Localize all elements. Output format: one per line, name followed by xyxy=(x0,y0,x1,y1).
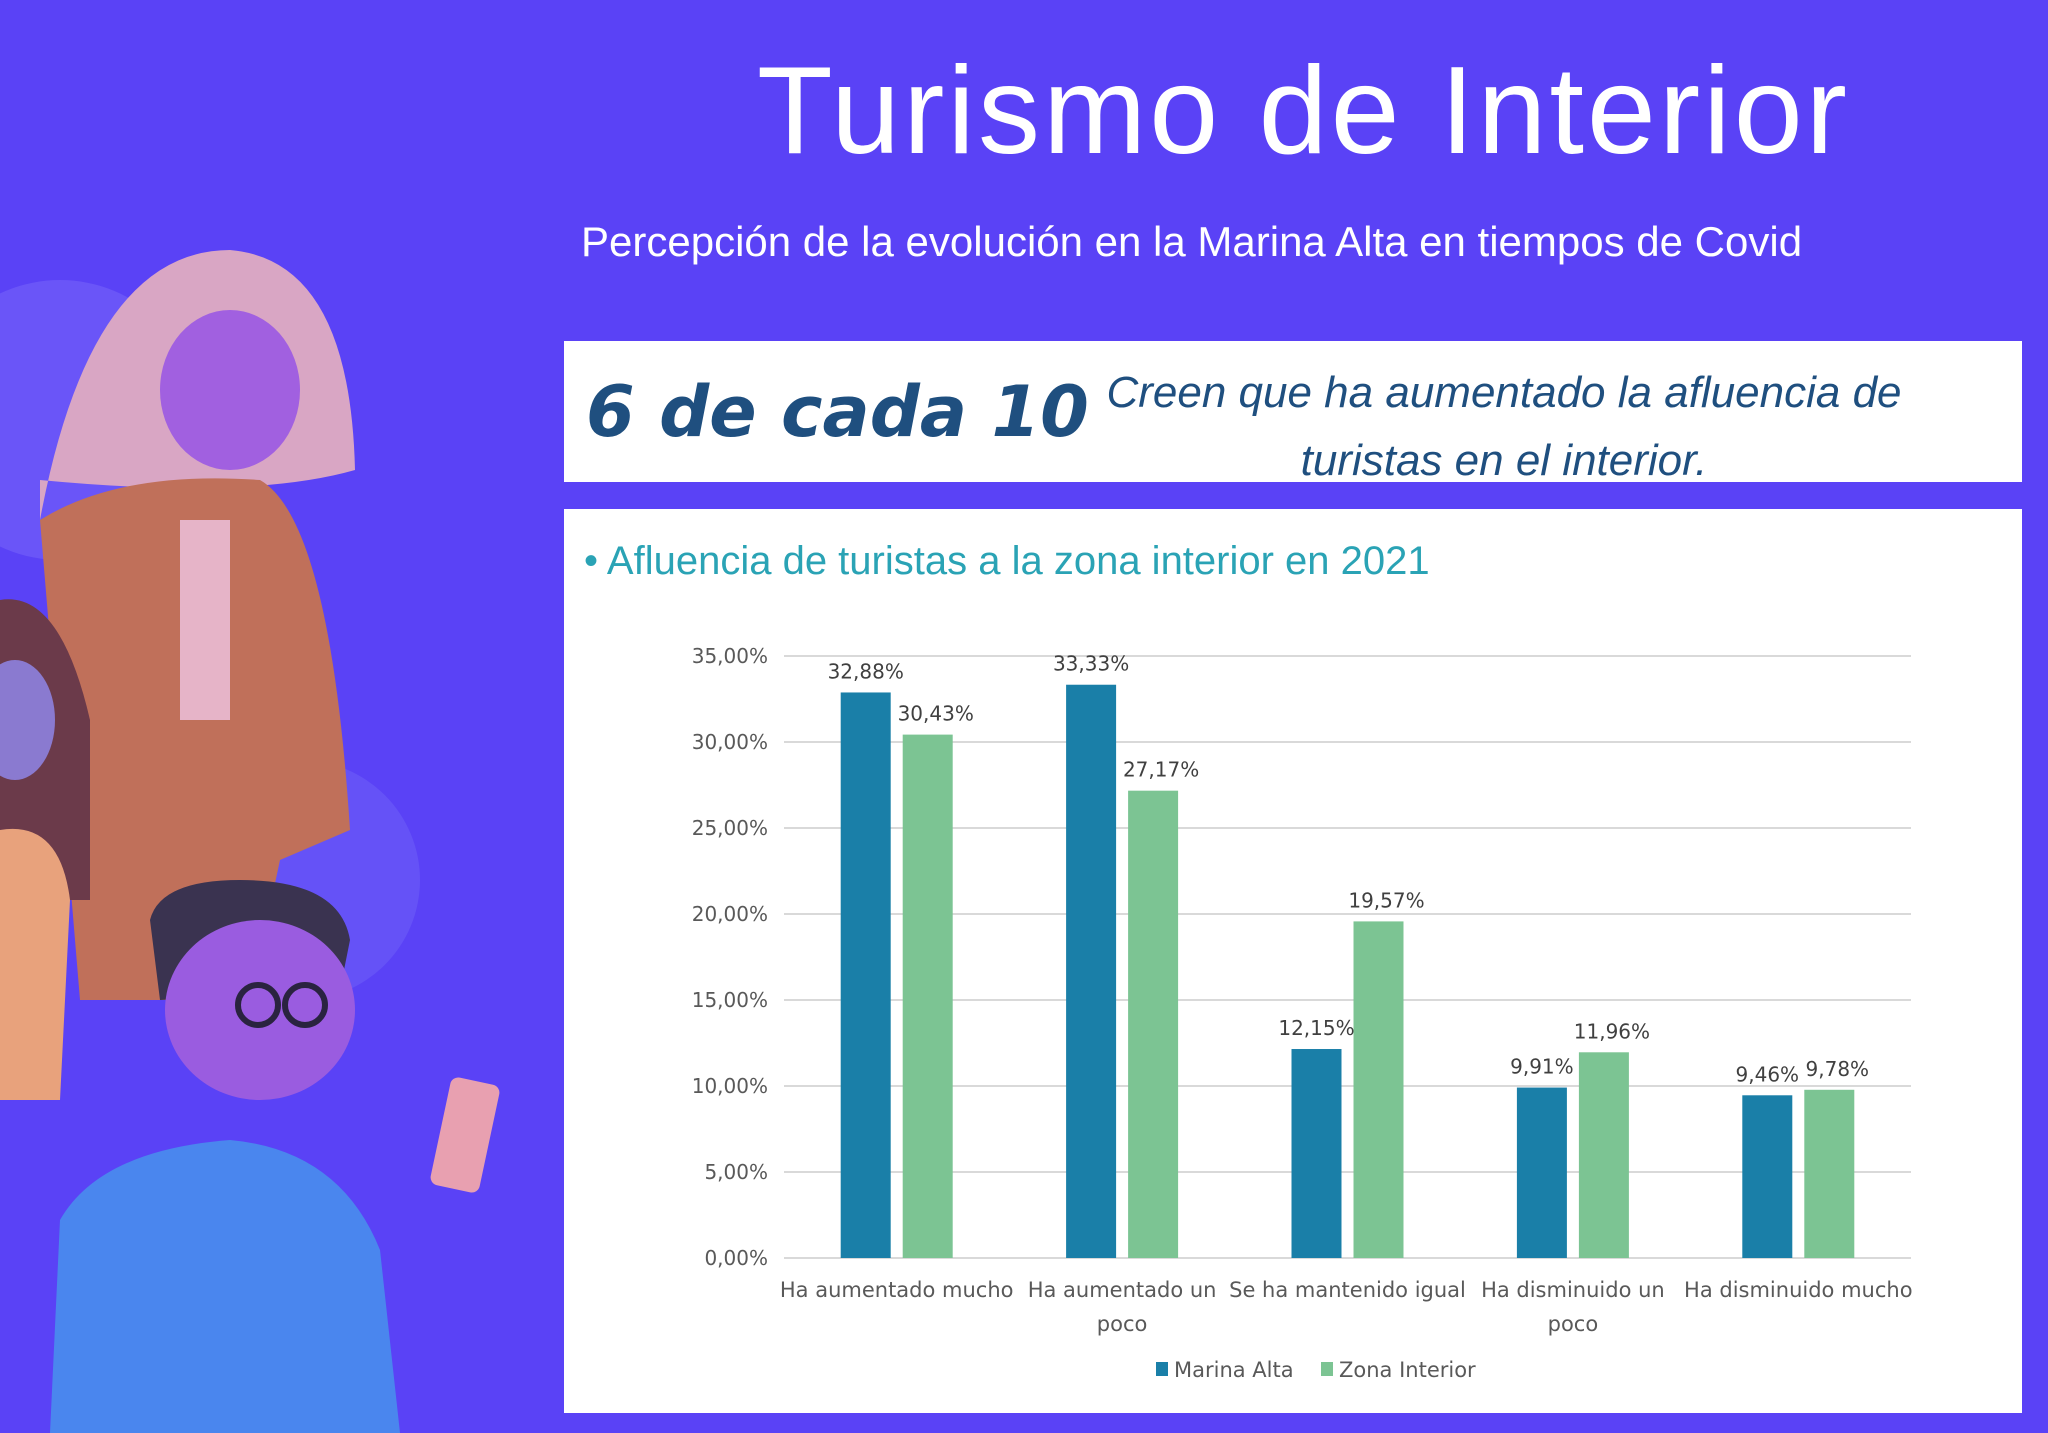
page-subtitle: Percepción de la evolución en la Marina … xyxy=(581,218,1803,265)
y-tick-label: 20,00% xyxy=(692,902,768,926)
bar-marina-alta xyxy=(840,692,891,1258)
bar-chart: 0,00% 5,00% 10,00% 15,00% 20,00% 25,00% 30,00%… xyxy=(692,644,1913,1382)
data-label: 9,78% xyxy=(1806,1057,1870,1081)
glasses-icon xyxy=(282,982,328,1028)
woman-face xyxy=(160,310,300,470)
legend-swatch xyxy=(1156,1362,1168,1376)
woman-shirt xyxy=(180,520,230,720)
bar-marina-alta xyxy=(1516,1087,1567,1258)
highlight-stat: 6 de cada 10 xyxy=(586,371,1089,453)
boy-shirt xyxy=(50,1140,400,1433)
y-tick-label: 5,00% xyxy=(704,1160,768,1184)
bar-marina-alta xyxy=(1742,1095,1793,1258)
page-title: Turismo de Interior xyxy=(757,42,1850,180)
boy-face xyxy=(165,920,355,1100)
bar-zona-interior xyxy=(1353,921,1404,1258)
glasses-icon xyxy=(235,982,281,1028)
x-tick-label: Ha aumentado un xyxy=(1028,1278,1217,1302)
y-tick-label: 30,00% xyxy=(692,730,768,754)
legend-label: Marina Alta xyxy=(1174,1358,1294,1382)
bar-marina-alta xyxy=(1291,1049,1342,1258)
girl-face xyxy=(0,660,55,780)
bar-zona-interior xyxy=(1128,790,1179,1258)
bar-marina-alta xyxy=(1066,684,1117,1258)
y-tick-label: 0,00% xyxy=(704,1246,768,1270)
y-tick-label: 10,00% xyxy=(692,1074,768,1098)
chart-title: • Afluencia de turistas a la zona interi… xyxy=(584,539,1430,583)
data-label: 33,33% xyxy=(1053,652,1129,676)
y-tick-label: 35,00% xyxy=(692,644,768,668)
x-tick-label: Ha aumentado mucho xyxy=(780,1278,1014,1302)
data-label: 19,57% xyxy=(1348,888,1424,912)
highlight-text: Creen que ha aumentado la afluencia de t… xyxy=(1106,368,1902,485)
data-label: 30,43% xyxy=(898,702,974,726)
data-label: 27,17% xyxy=(1123,758,1199,782)
legend-label: Zona Interior xyxy=(1339,1358,1476,1382)
people-illustration xyxy=(0,250,500,1433)
data-label: 11,96% xyxy=(1574,1019,1650,1043)
data-label: 9,46% xyxy=(1736,1062,1800,1086)
bar-zona-interior xyxy=(902,734,953,1258)
y-tick-label: 25,00% xyxy=(692,816,768,840)
woman-coat xyxy=(40,478,350,1000)
girl-body xyxy=(0,828,70,1100)
data-label: 12,15% xyxy=(1278,1016,1354,1040)
x-tick-label: Se ha mantenido igual xyxy=(1229,1278,1466,1302)
legend-swatch xyxy=(1321,1362,1333,1376)
phone-icon xyxy=(430,1077,500,1193)
data-label: 9,91% xyxy=(1510,1055,1574,1079)
x-tick-label: Ha disminuido un xyxy=(1481,1278,1665,1302)
y-tick-label: 15,00% xyxy=(692,988,768,1012)
x-tick-label: poco xyxy=(1548,1312,1599,1336)
chart-panel: • Afluencia de turistas a la zona interi… xyxy=(564,509,2022,1413)
x-tick-label: poco xyxy=(1097,1312,1148,1336)
bar-zona-interior xyxy=(1578,1052,1629,1258)
bar-zona-interior xyxy=(1804,1089,1855,1258)
data-label: 32,88% xyxy=(828,659,904,683)
x-tick-label: Ha disminuido mucho xyxy=(1684,1278,1913,1302)
highlight-box: 6 de cada 10 Creen que ha aumentado la a… xyxy=(564,341,2022,485)
